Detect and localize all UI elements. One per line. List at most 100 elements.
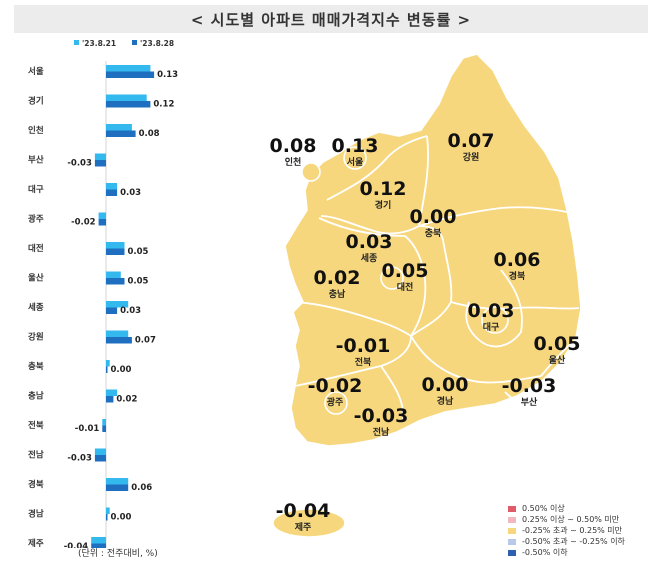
- legend-item: 0.50% 이상: [508, 503, 625, 514]
- map-region-label: 충남: [329, 288, 346, 300]
- region-borders: [288, 135, 580, 421]
- bar-curr: [106, 337, 132, 344]
- data-label: 0.00: [111, 513, 132, 523]
- map-region-label: 세종: [361, 252, 378, 264]
- bar-curr: [94, 160, 106, 167]
- legend-label: -0.50% 이하: [522, 548, 568, 557]
- data-label: -0.04: [64, 542, 89, 548]
- category-label: 서울: [28, 66, 44, 77]
- map-region-label: 전남: [373, 426, 390, 438]
- bar-prev: [91, 537, 106, 544]
- region-border: [320, 135, 429, 235]
- bar-prev: [94, 448, 106, 455]
- bar-curr: [106, 307, 118, 314]
- legend-swatch: [508, 516, 516, 523]
- region-border: [294, 335, 412, 387]
- map-value-label: 0.00: [410, 206, 457, 228]
- bar-curr: [106, 248, 125, 255]
- bar-curr: [106, 514, 108, 521]
- bar-prev: [98, 212, 106, 219]
- bar-curr: [106, 484, 129, 491]
- bar-curr: [106, 130, 136, 137]
- map-value-label: 0.06: [494, 249, 541, 271]
- data-label: -0.03: [67, 159, 92, 169]
- category-label: 부산: [28, 155, 44, 166]
- category-label: 세종: [28, 302, 44, 313]
- map-value-label: 0.12: [360, 178, 407, 200]
- region-border: [540, 339, 576, 377]
- bar-prev: [106, 242, 125, 249]
- data-label: 0.03: [120, 188, 141, 198]
- map-region-label: 제주: [295, 521, 312, 533]
- region-border: [410, 225, 453, 337]
- region-border: [318, 217, 427, 337]
- map-value-label: 0.13: [332, 135, 379, 157]
- data-label: 0.05: [128, 247, 149, 257]
- bar-curr: [106, 71, 155, 78]
- daegu-shape: [481, 306, 509, 334]
- bar-curr: [98, 219, 106, 226]
- bar-prev: [106, 360, 110, 367]
- legend-swatch: [508, 527, 516, 534]
- category-label: 충북: [28, 361, 44, 372]
- unit-note: (단위 : 전주대비, %): [78, 549, 158, 559]
- category-label: 강원: [28, 332, 44, 343]
- bar-prev: [106, 271, 121, 278]
- legend-item: -0.25% 초과 ~ 0.25% 미만: [508, 525, 625, 536]
- legend-label-1: '23.8.21: [82, 39, 116, 48]
- map-legend: 0.50% 이상 0.25% 이상 ~ 0.50% 미만 -0.25% 초과 ~…: [508, 503, 625, 558]
- category-label: 충남: [28, 391, 44, 402]
- legend-item: -0.50% 초과 ~ -0.25% 이하: [508, 536, 625, 547]
- map-region-label: 인천: [285, 157, 302, 168]
- bar-curr: [106, 278, 125, 285]
- legend-label: 0.25% 이상 ~ 0.50% 미만: [522, 515, 620, 524]
- bar-prev: [106, 183, 118, 190]
- seoul-shape: [343, 146, 367, 170]
- map-region-label: 대전: [397, 281, 414, 293]
- map-value-label: -0.01: [336, 335, 391, 357]
- map-region-label: 경북: [509, 270, 526, 282]
- category-label: 제주: [28, 538, 44, 548]
- legend-item: -0.50% 이하: [508, 547, 625, 558]
- legend-swatch: [508, 505, 516, 512]
- bar-prev: [106, 507, 110, 514]
- map-value-label: -0.03: [502, 375, 557, 397]
- region-border: [326, 135, 428, 201]
- category-label: 대구: [28, 184, 44, 195]
- data-label: 0.13: [157, 70, 178, 80]
- map-value-label: 0.03: [468, 300, 515, 322]
- data-label: -0.03: [67, 454, 92, 464]
- bar-prev: [106, 389, 118, 396]
- map-value-label: 0.00: [422, 374, 469, 396]
- bar-prev: [102, 419, 106, 426]
- map-region-label: 부산: [521, 396, 538, 408]
- map-region-label: 충북: [425, 227, 442, 239]
- map-region-label: 경남: [437, 395, 454, 407]
- data-label: 0.06: [131, 483, 152, 493]
- map-value-label: 0.05: [382, 260, 429, 282]
- category-label: 경남: [28, 509, 44, 520]
- data-label: 0.12: [153, 100, 174, 110]
- legend-label: -0.50% 초과 ~ -0.25% 이하: [522, 537, 625, 546]
- map-region-label: 전북: [355, 356, 372, 368]
- map-value-label: 0.03: [346, 231, 393, 253]
- category-label: 경기: [28, 96, 44, 107]
- bar-curr: [106, 366, 108, 373]
- gwangju-shape: [324, 391, 348, 415]
- data-label: 0.00: [111, 365, 132, 375]
- legend-label: 0.50% 이상: [522, 504, 565, 513]
- bar-curr: [94, 455, 106, 462]
- bar-prev: [106, 94, 147, 101]
- map-value-label: 0.07: [448, 130, 495, 152]
- bar-curr: [91, 543, 106, 548]
- map-value-label: 0.05: [534, 333, 581, 355]
- bar-prev: [106, 478, 129, 485]
- bar-prev: [94, 153, 106, 160]
- region-border: [380, 365, 405, 421]
- bar-prev: [106, 330, 129, 337]
- legend-label: -0.25% 초과 ~ 0.25% 미만: [522, 526, 623, 535]
- category-label: 울산: [28, 273, 44, 284]
- category-label: 대전: [28, 243, 44, 254]
- region-border: [288, 301, 412, 337]
